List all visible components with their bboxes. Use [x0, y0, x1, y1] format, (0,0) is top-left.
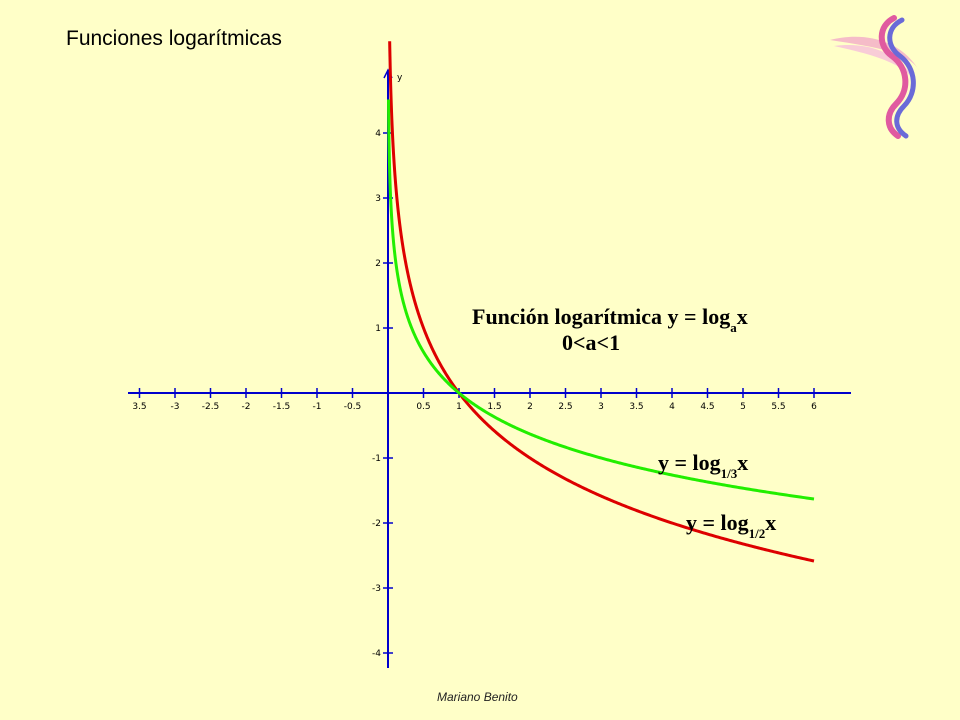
x-tick-label: -0.5 — [344, 402, 362, 412]
curve-log-base-third — [387, 98, 815, 501]
y-tick-label: -1 — [372, 454, 381, 464]
y-tick-label: -4 — [372, 649, 381, 659]
annotation-condition: 0<a<1 — [562, 330, 620, 355]
author-footer: Mariano Benito — [437, 690, 518, 704]
x-tick-label: 5 — [740, 402, 746, 412]
label-log-half: y = log1/2x — [686, 510, 776, 541]
x-tick-label: 3.5 — [629, 402, 643, 412]
label-log-third: y = log1/3x — [658, 450, 748, 481]
x-tick-label: 3 — [598, 402, 604, 412]
swirl-logo — [830, 15, 920, 139]
x-tick-label: 2 — [527, 402, 533, 412]
y-tick-label: 3 — [375, 194, 381, 204]
curve-log-base-half — [388, 39, 815, 563]
x-tick-label: 5.5 — [771, 402, 785, 412]
x-tick-label: 4.5 — [700, 402, 714, 412]
x-tick-label: -1.5 — [273, 402, 291, 412]
annotation-main-equation: Función logarítmica y = logax — [472, 304, 748, 335]
y-tick-label: 4 — [375, 129, 381, 139]
x-tick-label: 0.5 — [416, 402, 430, 412]
x-tick-label: 6 — [811, 402, 817, 412]
x-tick-label: 4 — [669, 402, 675, 412]
x-tick-label: 1.5 — [487, 402, 501, 412]
x-tick-label: -3 — [171, 402, 180, 412]
y-axis-label: y — [397, 73, 403, 83]
slide-title: Funciones logarítmicas — [66, 27, 282, 50]
x-tick-label: -1 — [313, 402, 322, 412]
y-tick-label: -3 — [372, 584, 381, 594]
y-tick-label: -2 — [372, 519, 381, 529]
x-tick-label: 3.5 — [132, 402, 146, 412]
y-tick-label: 1 — [375, 324, 381, 334]
y-tick-label: 2 — [375, 259, 381, 269]
x-tick-label: -2.5 — [202, 402, 220, 412]
x-tick-label: -2 — [242, 402, 251, 412]
x-tick-label: 1 — [456, 402, 462, 412]
x-tick-label: 2.5 — [558, 402, 572, 412]
